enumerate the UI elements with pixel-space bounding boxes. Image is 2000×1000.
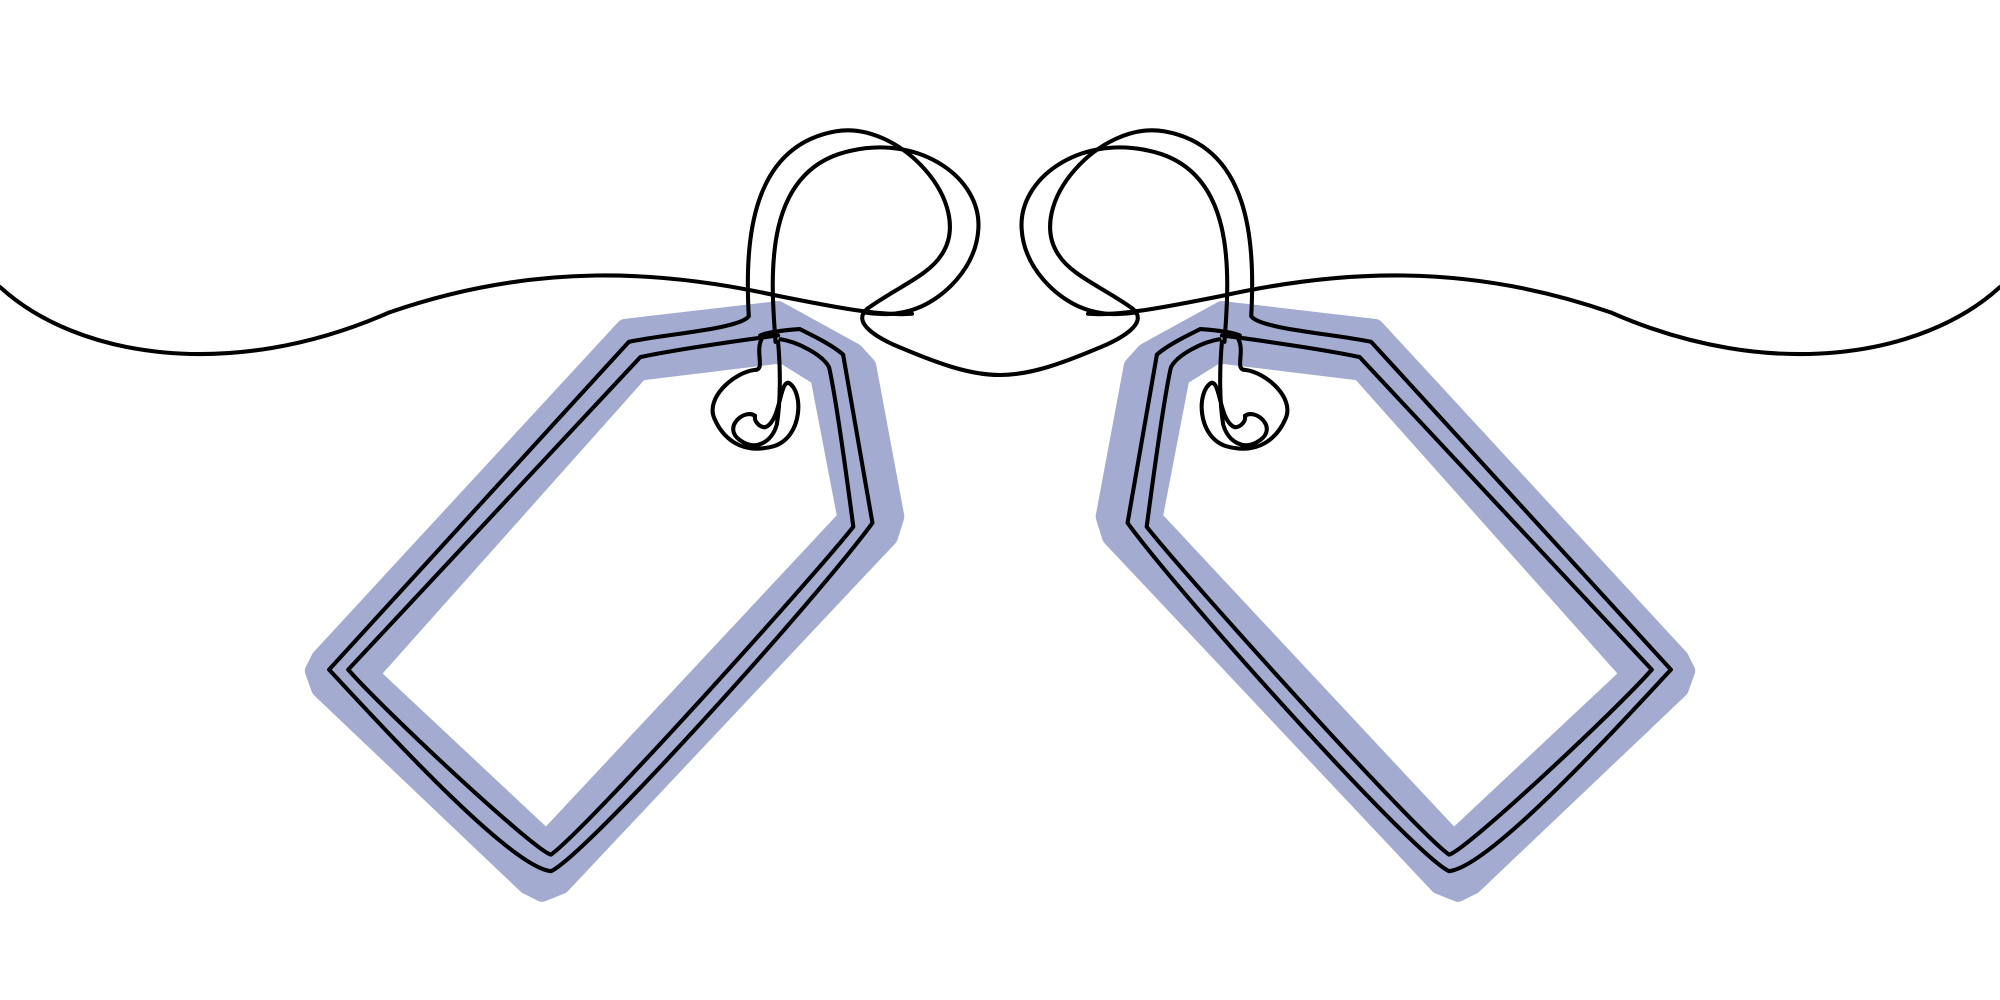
left-tag (0, 130, 1000, 893)
right-tag (1000, 130, 2000, 893)
